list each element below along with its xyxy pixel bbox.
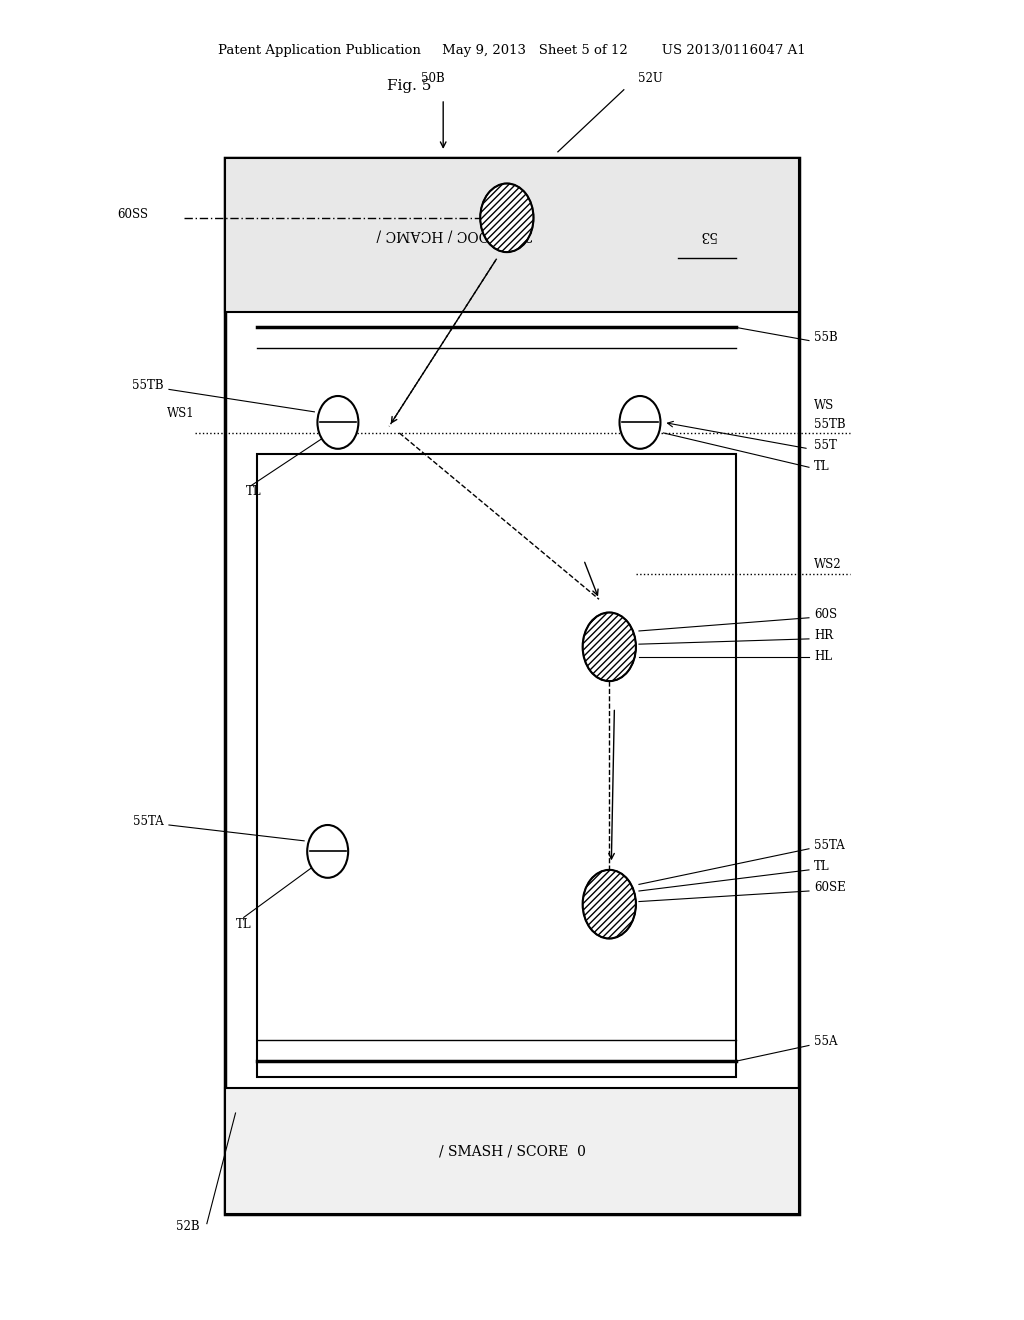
- Text: 50B: 50B: [421, 71, 444, 84]
- Circle shape: [583, 870, 636, 939]
- Text: 55T: 55T: [814, 438, 837, 451]
- Text: HL: HL: [814, 649, 833, 663]
- Text: / SMASH / SCORE  0: / SMASH / SCORE 0: [438, 1144, 586, 1158]
- Text: 60SE: 60SE: [814, 880, 846, 894]
- Text: TL: TL: [814, 459, 829, 473]
- Text: 55TB: 55TB: [132, 379, 164, 392]
- Text: TL: TL: [236, 917, 251, 931]
- Text: 55A: 55A: [814, 1035, 838, 1048]
- Bar: [225, 1088, 799, 1214]
- Text: HR: HR: [814, 628, 834, 642]
- Bar: [225, 158, 799, 1214]
- Text: 60S: 60S: [814, 607, 838, 620]
- Text: 53: 53: [698, 228, 716, 242]
- Text: 2   ЕЯООС / НСАМС /: 2 ЕЯООС / НСАМС /: [377, 228, 532, 242]
- Circle shape: [620, 396, 660, 449]
- Text: WS: WS: [814, 399, 835, 412]
- Text: 55TB: 55TB: [814, 417, 846, 430]
- Text: TL: TL: [814, 859, 829, 873]
- Circle shape: [307, 825, 348, 878]
- Text: TL: TL: [246, 484, 261, 498]
- Text: WS2: WS2: [814, 557, 842, 570]
- Text: 55B: 55B: [814, 330, 838, 343]
- Bar: [225, 158, 799, 312]
- Text: Patent Application Publication     May 9, 2013   Sheet 5 of 12        US 2013/01: Patent Application Publication May 9, 20…: [218, 44, 806, 57]
- Circle shape: [317, 396, 358, 449]
- Bar: [257, 454, 735, 1077]
- Text: 52U: 52U: [638, 71, 663, 84]
- Text: 55TA: 55TA: [814, 838, 845, 851]
- Text: Fig. 5: Fig. 5: [387, 79, 431, 92]
- Circle shape: [480, 183, 534, 252]
- Text: 60SS: 60SS: [118, 207, 148, 220]
- Text: 55TA: 55TA: [133, 814, 164, 828]
- Text: 52B: 52B: [176, 1220, 200, 1233]
- Text: WS1: WS1: [167, 407, 195, 420]
- Circle shape: [583, 612, 636, 681]
